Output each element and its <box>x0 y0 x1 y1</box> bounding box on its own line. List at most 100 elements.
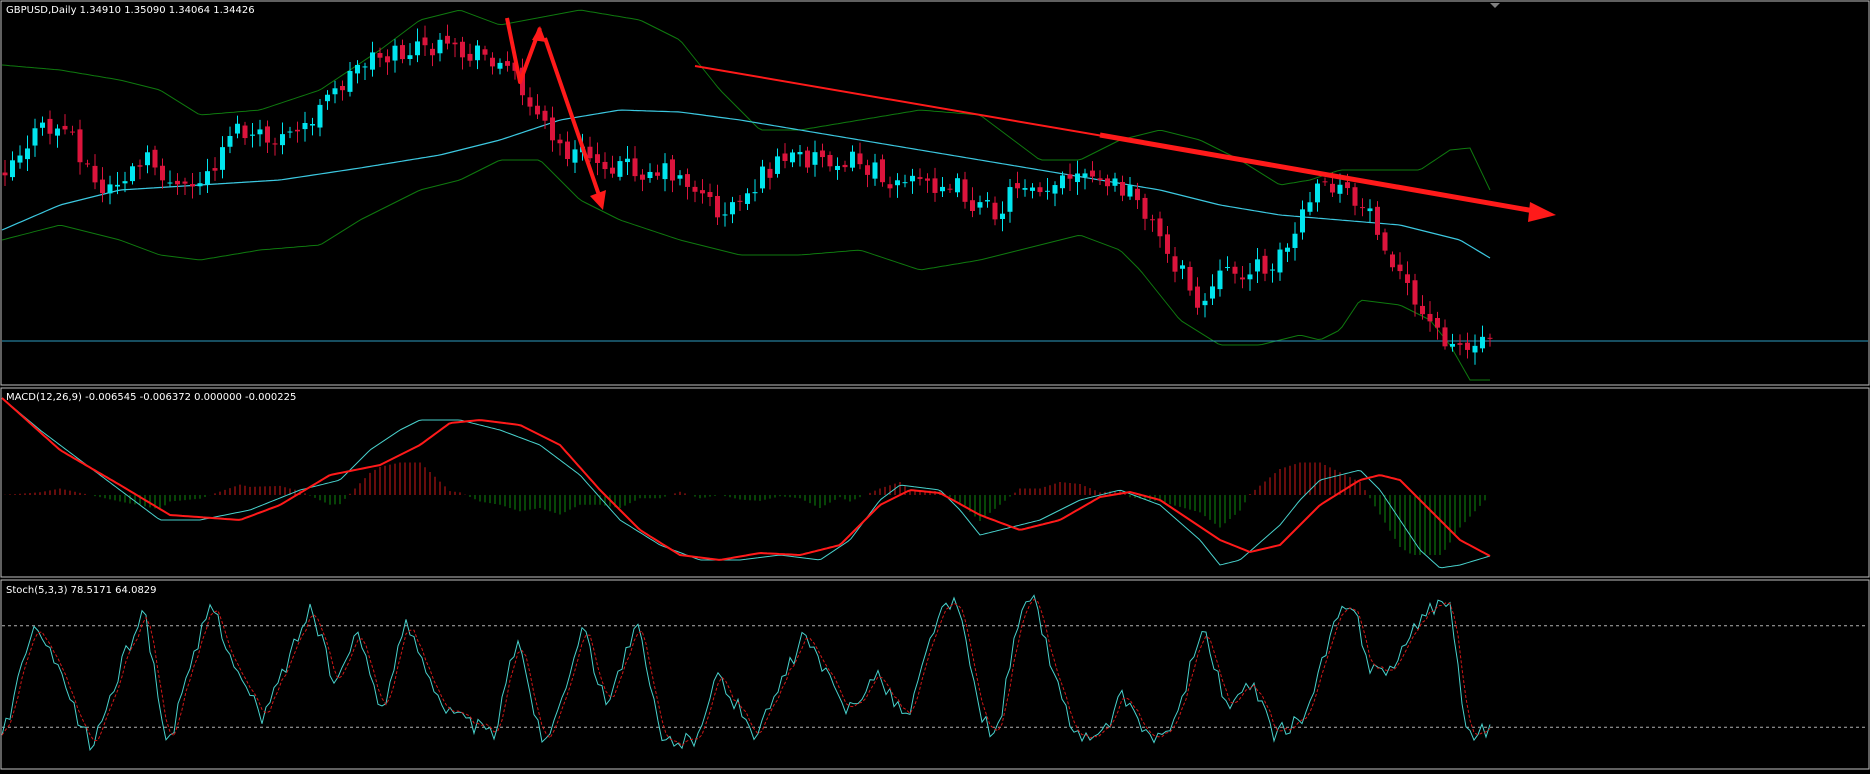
stoch-panel-label: Stoch(5,3,3) 78.5171 64.0829 <box>6 585 157 596</box>
candle-body <box>190 184 195 187</box>
candle-body <box>182 181 188 184</box>
candle-body <box>1150 219 1155 221</box>
candle-body <box>1262 255 1268 274</box>
candle-body <box>730 202 735 215</box>
candle-body <box>1337 184 1343 194</box>
candle-body <box>422 37 428 46</box>
candle-body <box>62 125 68 130</box>
candle-body <box>280 134 285 146</box>
candle-body <box>550 117 555 141</box>
candle-body <box>347 70 353 92</box>
macd-panel[interactable] <box>0 387 1870 578</box>
candle-body <box>1375 206 1380 235</box>
candle-body <box>235 123 240 134</box>
candle-body <box>1390 254 1395 268</box>
candle-body <box>1120 181 1125 196</box>
candle-body <box>1315 183 1320 203</box>
candle-body <box>145 152 150 166</box>
bollinger-lower-line <box>1 159 1490 381</box>
candle-body <box>92 165 98 183</box>
candle-body <box>460 41 465 58</box>
candle-body <box>317 104 323 128</box>
candle-body <box>542 110 548 121</box>
candle-body <box>122 181 128 184</box>
candle-body <box>707 192 713 197</box>
candle-body <box>2 172 8 176</box>
candle-body <box>1322 181 1328 183</box>
candle-body <box>1345 182 1350 189</box>
zigzag-arrow-head <box>532 26 546 42</box>
candle-body <box>77 129 83 163</box>
candle-body <box>197 183 203 187</box>
candle-body <box>100 179 105 194</box>
candle-body <box>805 150 810 168</box>
candle-body <box>482 49 488 55</box>
candle-body <box>1442 327 1448 347</box>
candle-body <box>1142 197 1148 219</box>
candle-body <box>400 45 405 60</box>
candle-body <box>842 164 848 168</box>
candle-body <box>1487 337 1493 339</box>
candle-body <box>152 149 158 168</box>
candle-body <box>880 159 885 183</box>
stoch-panel[interactable] <box>0 579 1870 770</box>
moving-average-line <box>1 109 1491 259</box>
candle-body <box>902 182 908 184</box>
candle-body <box>1217 270 1223 290</box>
stoch-main-line <box>1 594 1491 752</box>
candle-body <box>437 39 443 54</box>
candle-body <box>1330 183 1335 193</box>
stoch-signal-line <box>1 598 1491 747</box>
candle-body <box>647 171 653 179</box>
candle-body <box>1157 218 1163 237</box>
candle-body <box>1480 336 1485 349</box>
candle-body <box>1127 185 1133 197</box>
candle-body <box>505 61 510 66</box>
candle-body <box>310 124 315 126</box>
candle-body <box>1112 178 1118 186</box>
trend-arrow-thick <box>1099 132 1541 215</box>
candle-body <box>17 155 23 163</box>
candle-body <box>662 163 668 180</box>
candle-body <box>407 55 413 60</box>
candle-body <box>640 174 645 180</box>
candle-body <box>625 158 630 163</box>
candle-body <box>1225 267 1230 269</box>
candle-body <box>490 57 495 67</box>
zigzag-arrow <box>505 17 542 84</box>
candle-body <box>812 152 818 165</box>
candle-body <box>1472 345 1478 353</box>
candle-body <box>1022 188 1028 190</box>
candle-body <box>325 94 330 102</box>
candle-body <box>947 188 953 190</box>
candle-body <box>1007 187 1013 212</box>
candle-body <box>1075 173 1080 183</box>
candle-body <box>955 178 960 193</box>
candle-body <box>692 186 698 192</box>
candle-body <box>1195 286 1200 308</box>
candle-body <box>827 154 833 167</box>
candlestick-series <box>2 24 1493 365</box>
candle-body <box>737 200 743 202</box>
candle-body <box>377 53 383 58</box>
candle-body <box>715 196 720 218</box>
candle-body <box>40 122 45 128</box>
chart-shift-marker-icon[interactable] <box>1490 3 1500 8</box>
candle-body <box>1000 213 1005 220</box>
candle-body <box>220 147 225 170</box>
candle-body <box>557 139 563 144</box>
candle-body <box>925 178 930 181</box>
candle-body <box>1135 188 1140 201</box>
candle-body <box>1405 274 1410 283</box>
candle-body <box>467 53 473 61</box>
candle-body <box>1360 207 1365 209</box>
candle-body <box>1270 269 1275 271</box>
candle-body <box>932 178 938 193</box>
candle-body <box>797 152 803 155</box>
candle-body <box>1457 343 1463 345</box>
candle-body <box>25 148 30 160</box>
candle-body <box>1450 343 1455 347</box>
candle-body <box>565 141 570 160</box>
